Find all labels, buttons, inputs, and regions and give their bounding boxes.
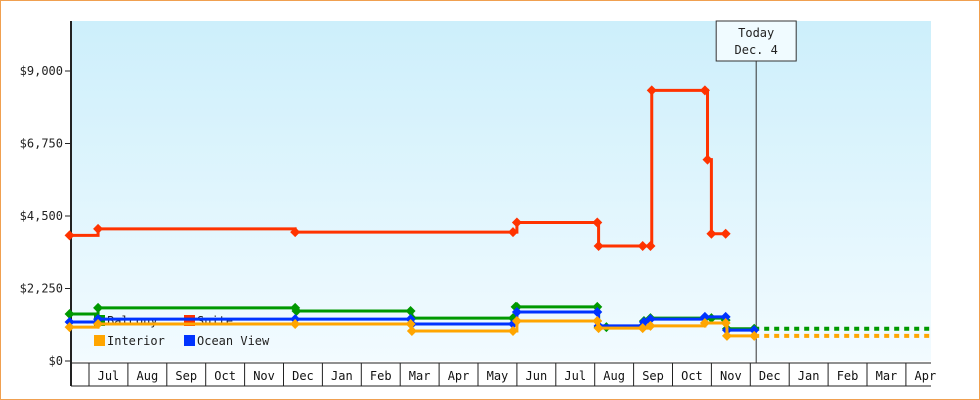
data-point — [511, 301, 522, 312]
data-point — [699, 85, 710, 96]
plot-area — [71, 21, 931, 361]
legend-label: Suite — [197, 314, 233, 328]
x-tick-label: May — [487, 369, 509, 383]
data-point — [721, 330, 732, 341]
data-point — [749, 325, 760, 336]
data-point — [93, 318, 104, 329]
x-tick-label: Dec — [292, 369, 314, 383]
x-tick-label: Jul — [564, 369, 586, 383]
data-point — [511, 217, 522, 228]
legend-label: Ocean View — [197, 334, 270, 348]
x-tick-label: Sep — [642, 369, 664, 383]
data-point — [593, 323, 604, 334]
data-point — [508, 227, 519, 238]
data-point — [706, 228, 717, 239]
y-tick-label: $0 — [49, 354, 63, 368]
data-point — [508, 326, 519, 337]
data-point — [720, 311, 731, 322]
x-tick-label: Feb — [370, 369, 392, 383]
today-date: Dec. 4 — [735, 43, 778, 57]
data-point — [749, 330, 760, 341]
x-tick-label: Apr — [448, 369, 470, 383]
data-point — [702, 154, 713, 165]
data-point — [291, 306, 302, 317]
today-box — [715, 20, 797, 62]
data-point — [645, 314, 656, 325]
data-point — [592, 316, 603, 327]
data-point — [64, 308, 75, 319]
x-tick-label: Jan — [331, 369, 353, 383]
x-tick-label: Nov — [720, 369, 742, 383]
x-tick-label: Oct — [214, 369, 236, 383]
data-point — [290, 227, 301, 238]
legend-swatch — [184, 335, 195, 346]
x-tick-label: Dec — [759, 369, 781, 383]
legend-label: Balcony — [107, 314, 158, 328]
data-point — [720, 317, 731, 328]
data-point — [64, 230, 75, 241]
x-tick-label: Aug — [603, 369, 625, 383]
data-point — [592, 307, 603, 318]
x-tick-label: Jan — [798, 369, 820, 383]
x-tick-label: Mar — [876, 369, 898, 383]
data-point — [405, 318, 416, 329]
data-point — [406, 326, 417, 337]
data-point — [645, 240, 656, 251]
data-point — [64, 317, 75, 328]
x-tick-label: Aug — [137, 369, 159, 383]
data-point — [64, 322, 75, 333]
data-point — [699, 317, 710, 328]
y-tick-label: $9,000 — [20, 64, 63, 78]
x-tick-label: Mar — [409, 369, 431, 383]
data-point — [592, 301, 603, 312]
data-point — [646, 85, 657, 96]
y-tick-label: $2,250 — [20, 282, 63, 296]
data-point — [511, 316, 522, 327]
data-point — [290, 318, 301, 329]
legend-label: Interior — [107, 334, 165, 348]
data-point — [645, 320, 656, 331]
data-point — [511, 307, 522, 318]
data-point — [592, 217, 603, 228]
data-point — [405, 306, 416, 317]
x-tick-label: Jul — [98, 369, 120, 383]
data-point — [720, 228, 731, 239]
y-tick-label: $4,500 — [20, 209, 63, 223]
data-point — [699, 311, 710, 322]
x-tick-label: Apr — [915, 369, 937, 383]
x-tick-label: Nov — [253, 369, 275, 383]
x-tick-label: Sep — [175, 369, 197, 383]
data-point — [637, 240, 648, 251]
y-tick-label: $6,750 — [20, 137, 63, 151]
data-point — [93, 302, 104, 313]
legend-swatch — [94, 335, 105, 346]
data-point — [93, 223, 104, 234]
today-label: Today — [738, 26, 774, 40]
x-tick-label: Jun — [526, 369, 548, 383]
data-point — [637, 323, 648, 334]
data-point — [593, 240, 604, 251]
x-tick-label: Feb — [837, 369, 859, 383]
x-tick-label: Oct — [681, 369, 703, 383]
